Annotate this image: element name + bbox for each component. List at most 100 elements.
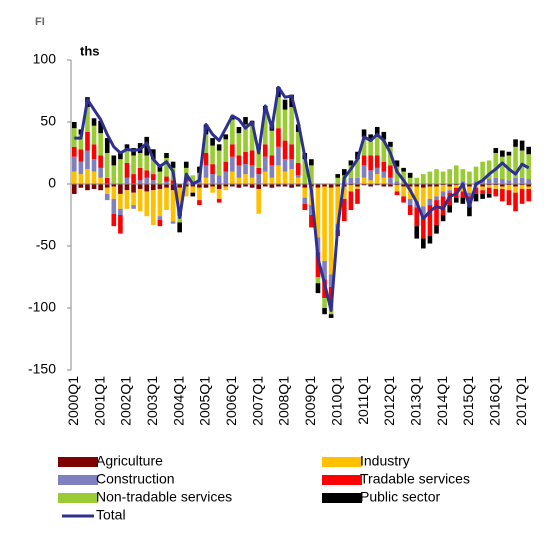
bar-segment xyxy=(309,159,314,166)
bar-segment xyxy=(177,184,182,188)
bar-segment xyxy=(269,165,275,178)
bar-segment xyxy=(104,193,110,201)
bar-segment xyxy=(243,117,248,125)
bar-segment xyxy=(414,226,420,239)
legend-label: Agriculture xyxy=(96,453,163,469)
bar-segment xyxy=(473,166,479,182)
bar-segment xyxy=(151,174,156,181)
bar-segment xyxy=(440,184,446,186)
legend-swatch xyxy=(322,457,362,467)
bar-segment xyxy=(151,184,156,191)
bar-segment xyxy=(104,187,110,194)
bar-segment xyxy=(493,177,499,184)
bar-segment xyxy=(467,186,472,193)
bar-segment xyxy=(421,216,426,239)
bar-segment xyxy=(401,186,406,197)
bar-segment xyxy=(276,128,281,147)
bar-segment xyxy=(328,274,334,287)
y-tick-label: -150 xyxy=(28,361,56,377)
bar-segment xyxy=(164,176,169,182)
bar-segment xyxy=(394,166,400,182)
bar-segment xyxy=(91,159,97,172)
bar-segment xyxy=(519,177,525,184)
bar-segment xyxy=(164,181,169,184)
bar-segment xyxy=(210,184,215,187)
bar-segment xyxy=(388,177,393,184)
bar-segment xyxy=(394,191,400,196)
bar-segment xyxy=(480,180,485,184)
bar-segment xyxy=(249,125,255,151)
bar-segment xyxy=(447,186,452,191)
bar-segment xyxy=(513,184,518,187)
bar-segment xyxy=(111,184,117,187)
bar-segment xyxy=(124,177,130,184)
bar-segment xyxy=(407,177,413,184)
bar-segment xyxy=(157,216,163,220)
bar-segment xyxy=(144,177,150,184)
bar-segment xyxy=(335,184,341,187)
bar-segment xyxy=(71,156,77,172)
bar-segment xyxy=(223,184,229,187)
bar-segment xyxy=(137,167,143,181)
bar-segment xyxy=(118,208,123,215)
bar-segment xyxy=(486,184,492,186)
bar-segment xyxy=(361,184,367,186)
bar-segment xyxy=(447,190,452,193)
bar-segment xyxy=(500,186,505,189)
y-axis-label: ths xyxy=(80,43,100,58)
bar-segment xyxy=(289,184,294,188)
bar-segment xyxy=(256,167,261,175)
bar-segment xyxy=(302,197,308,204)
bar-segment xyxy=(388,184,393,187)
bar-segment xyxy=(500,150,505,157)
x-tick-label: 2017Q1 xyxy=(513,376,529,426)
bar-segment xyxy=(243,164,248,175)
bar-segment xyxy=(427,205,433,237)
bar-segment xyxy=(414,186,420,202)
bar-segment xyxy=(177,222,182,233)
bar-segment xyxy=(78,184,84,188)
bar-segment xyxy=(269,184,275,188)
bar-segment xyxy=(144,184,150,192)
bar-segment xyxy=(486,185,492,188)
bar-segment xyxy=(374,174,380,184)
bar-segment xyxy=(394,185,400,192)
bar-segment xyxy=(453,197,459,203)
bar-segment xyxy=(453,184,459,186)
bar-segment xyxy=(249,177,255,184)
bar-segment xyxy=(381,161,387,172)
bar-segment xyxy=(493,185,499,189)
bar-segment xyxy=(236,165,242,178)
bar-segment xyxy=(407,172,413,178)
bar-segment xyxy=(157,188,163,217)
bar-segment xyxy=(421,238,426,249)
bar-segment xyxy=(104,138,110,153)
bar-segment xyxy=(282,109,288,141)
legend-label: Public sector xyxy=(360,489,440,505)
bar-segment xyxy=(381,131,387,140)
bar-segment xyxy=(71,146,77,157)
bar-segment xyxy=(427,186,433,199)
bar-segment xyxy=(98,184,103,191)
bar-segment xyxy=(447,184,452,187)
bar-segment xyxy=(361,177,367,184)
bar-segment xyxy=(328,184,334,188)
bar-segment xyxy=(282,99,288,110)
bar-segment xyxy=(190,192,196,197)
bar-segment xyxy=(85,184,90,191)
bar-segment xyxy=(223,139,229,162)
bar-segment xyxy=(197,180,202,184)
bar-segment xyxy=(71,171,77,184)
bar-segment xyxy=(230,171,235,184)
bar-segment xyxy=(434,196,439,201)
bar-segment xyxy=(190,186,196,193)
bar-segment xyxy=(460,191,466,198)
bar-segment xyxy=(157,184,163,189)
bar-segment xyxy=(506,190,512,206)
bar-segment xyxy=(322,186,327,261)
bar-segment xyxy=(276,97,281,129)
bar-segment xyxy=(85,131,90,151)
bar-segment xyxy=(91,184,97,189)
bar-segment xyxy=(216,175,222,184)
